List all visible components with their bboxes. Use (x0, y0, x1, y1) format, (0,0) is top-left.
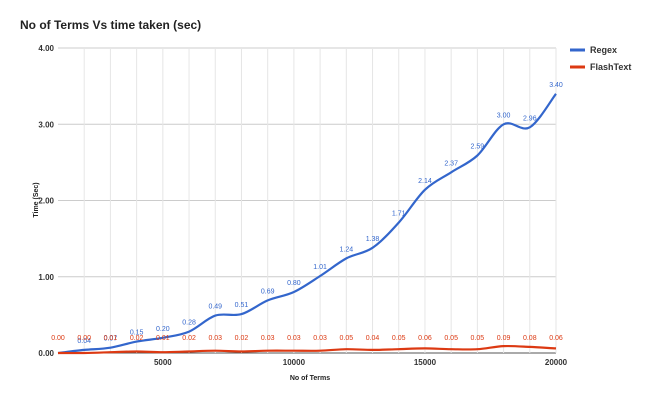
data-label-flashtext: 0.09 (497, 335, 511, 342)
grid-lines (58, 47, 557, 354)
data-label-flashtext: 0.05 (471, 335, 485, 342)
data-label-flashtext: 0.08 (523, 335, 537, 342)
data-label-regex: 0.20 (156, 326, 170, 333)
y-tick-label: 2.00 (38, 197, 54, 206)
data-label-flashtext: 0.05 (340, 335, 354, 342)
x-tick-label: 15000 (414, 358, 437, 367)
data-label-regex: 1.01 (313, 264, 327, 271)
data-label-regex: 0.49 (208, 304, 222, 311)
data-label-flashtext: 0.06 (549, 335, 563, 342)
chart-title: No of Terms Vs time taken (sec) (20, 18, 202, 32)
series-line-regex (57, 93, 557, 355)
data-label-regex: 2.96 (523, 115, 537, 122)
data-label-regex: 3.00 (497, 112, 511, 119)
data-label-flashtext: 0.00 (51, 335, 65, 342)
data-label-flashtext: 0.02 (235, 335, 249, 342)
data-label-regex: 0.51 (235, 302, 249, 309)
y-tick-label: 4.00 (38, 44, 54, 53)
data-label-flashtext: 0.05 (392, 335, 406, 342)
y-tick-label: 3.00 (38, 120, 54, 129)
data-label-flashtext: 0.02 (130, 335, 144, 342)
y-axis-title: Time (Sec) (33, 182, 40, 217)
data-label-flashtext: 0.03 (287, 335, 301, 342)
data-label-flashtext: 0.04 (366, 335, 380, 342)
data-label-regex: 0.28 (182, 320, 196, 327)
data-label-regex: 3.40 (549, 82, 563, 89)
data-label-regex: 1.24 (340, 246, 354, 253)
data-label-regex: 2.59 (471, 144, 485, 151)
data-label-regex: 1.38 (366, 236, 380, 243)
data-label-regex: 2.14 (418, 178, 432, 185)
y-tick-label: 1.00 (38, 273, 54, 282)
data-label-regex: 1.71 (392, 211, 406, 218)
data-label-regex: 2.37 (444, 160, 458, 167)
data-label-regex: 0.04 (77, 338, 91, 345)
data-label-flashtext: 0.01 (156, 335, 170, 342)
data-label-regex: 0.07 (104, 336, 118, 343)
data-label-flashtext: 0.03 (208, 335, 222, 342)
legend[interactable]: Regex FlashText (570, 45, 631, 72)
series-lines (57, 93, 557, 355)
data-label-regex: 0.15 (130, 330, 144, 337)
legend-label-regex[interactable]: Regex (590, 45, 617, 55)
x-tick-label: 20000 (545, 358, 568, 367)
data-label-flashtext: 0.05 (444, 335, 458, 342)
data-label-flashtext: 0.02 (182, 335, 196, 342)
x-axis-title: No of Terms (290, 375, 330, 382)
y-axis-tick-labels: 0.00 1.00 2.00 3.00 4.00 (38, 44, 54, 358)
x-tick-label: 10000 (283, 358, 306, 367)
data-label-flashtext: 0.03 (313, 335, 327, 342)
data-label-regex: 0.80 (287, 280, 301, 287)
data-label-flashtext: 0.00 (77, 335, 91, 342)
data-labels: 0.04 0.07 0.15 0.20 0.28 0.49 0.51 0.69 0.80 1.01… (51, 82, 563, 345)
series-line-flashtext (57, 344, 557, 355)
x-axis-tick-labels: 5000 10000 15000 20000 (154, 358, 568, 367)
y-tick-label: 0.00 (38, 349, 54, 358)
data-label-flashtext: 0.06 (418, 335, 432, 342)
legend-label-flashtext[interactable]: FlashText (590, 62, 631, 72)
data-label-flashtext: 0.03 (261, 335, 275, 342)
x-tick-label: 5000 (154, 358, 172, 367)
data-label-regex: 0.69 (261, 288, 275, 295)
data-label-flashtext: 0.01 (104, 335, 118, 342)
